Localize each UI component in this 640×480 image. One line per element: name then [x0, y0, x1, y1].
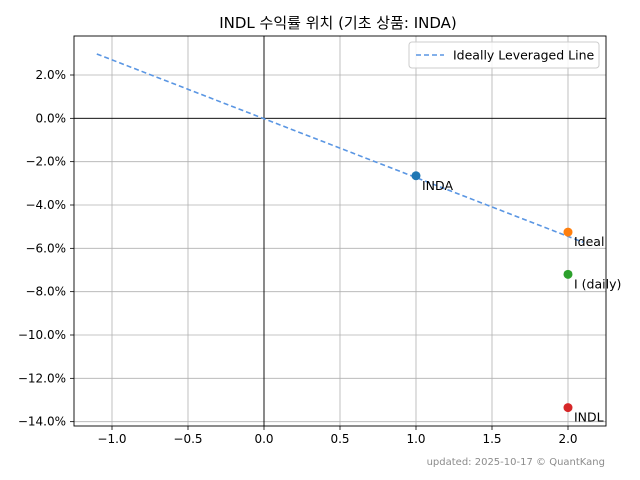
- x-tick-label: 2.0: [558, 432, 577, 446]
- point-label: Ideal: [574, 234, 604, 249]
- y-tick-label: −14.0%: [18, 415, 66, 429]
- point-label: I (daily): [574, 276, 621, 291]
- y-tick-label: −12.0%: [18, 371, 66, 385]
- zero-axes: [74, 36, 606, 426]
- y-tick-label: −10.0%: [18, 328, 66, 342]
- y-tick-label: 0.0%: [36, 111, 67, 125]
- y-tick-label: −6.0%: [25, 241, 66, 255]
- ideally-leveraged-line: [96, 53, 584, 244]
- x-tick-label: −0.5: [173, 432, 202, 446]
- points-layer: INDA Ideal I (daily) INDL: [411, 171, 621, 425]
- y-tick-label: 2.0%: [36, 68, 67, 82]
- x-tick-label: −1.0: [97, 432, 126, 446]
- point-inda: [411, 171, 421, 181]
- reference-line-layer: [96, 53, 584, 244]
- point-label: INDL: [574, 410, 604, 425]
- legend-box: [408, 41, 600, 69]
- x-tick-label: 1.5: [482, 432, 501, 446]
- legend: Ideally Leveraged Line: [408, 41, 600, 69]
- legend-entry-label: Ideally Leveraged Line: [453, 48, 595, 63]
- point-ideal: [563, 227, 573, 237]
- footer-credit: updated: 2025-10-17 © QuantKang: [427, 457, 605, 468]
- point-indl: [563, 403, 573, 413]
- x-tick-label: 0.5: [330, 432, 349, 446]
- tick-layer: −1.0 −0.5 0.0 0.5 1.0 1.5 2.0 2.0% 0.0% −2.0% −4.0…: [18, 68, 578, 446]
- point-label: INDA: [422, 178, 453, 193]
- x-tick-label: 0.0: [254, 432, 273, 446]
- x-tick-label: 1.0: [406, 432, 425, 446]
- y-tick-label: −4.0%: [25, 198, 66, 212]
- y-tick-label: −2.0%: [25, 155, 66, 169]
- grid-layer: [74, 36, 606, 426]
- point-i-daily: [563, 269, 573, 279]
- y-tick-label: −8.0%: [25, 285, 66, 299]
- chart-title: INDL 수익률 위치 (기초 상품: INDA): [219, 14, 457, 32]
